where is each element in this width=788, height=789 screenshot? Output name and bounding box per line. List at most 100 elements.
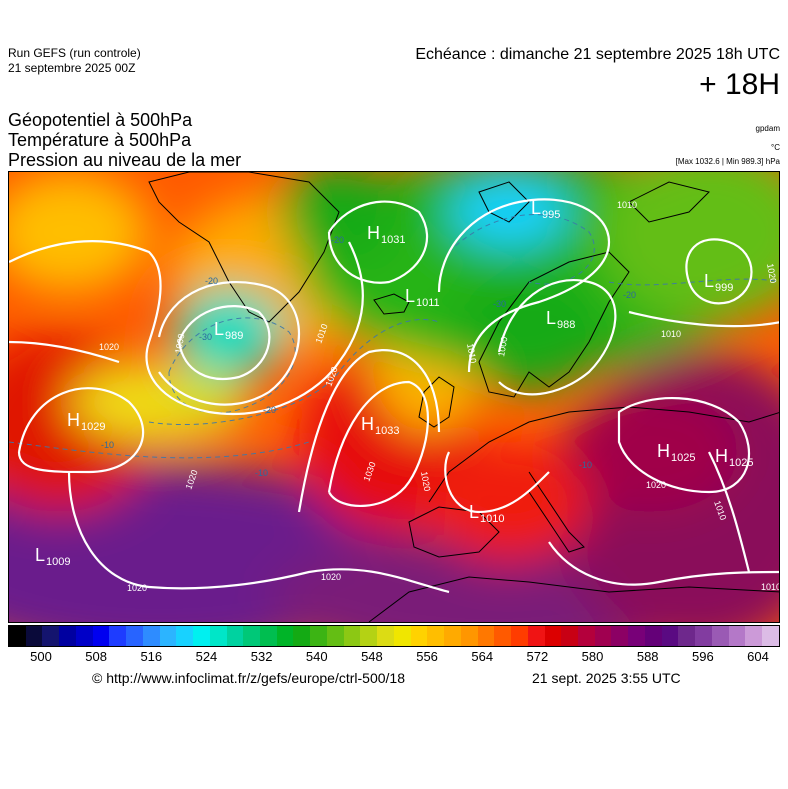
run-label: Run GEFS (run controle) (8, 46, 141, 60)
colorbar-swatch (343, 626, 361, 646)
colorbar-swatch (293, 626, 311, 646)
colorbar-swatch (577, 626, 595, 646)
colorbar-tick-label: 508 (85, 649, 107, 664)
colorbar-swatch (460, 626, 478, 646)
colorbar-tick-label: 564 (471, 649, 494, 664)
svg-text:1000: 1000 (173, 333, 186, 354)
svg-text:1025: 1025 (671, 452, 695, 464)
colorbar-swatch (594, 626, 612, 646)
coast-italy (528, 471, 585, 553)
center-l-999: L 999 (704, 271, 733, 294)
coast-africa (368, 576, 779, 622)
colorbar-swatch (42, 626, 60, 646)
svg-text:-10: -10 (101, 440, 114, 450)
colorbar-swatch (193, 626, 210, 646)
center-l-1009: L 1009 (35, 545, 70, 568)
isobar-1 (9, 239, 364, 416)
colorbar-tick-label: 524 (195, 649, 218, 664)
colorbar-swatch (9, 626, 26, 646)
svg-text:1011: 1011 (416, 297, 440, 309)
colorbar-swatch (762, 626, 779, 646)
svg-text:1010: 1010 (661, 329, 681, 339)
temperature-labels: -30 -30 -20 -20 -20 -20 -10 -10 -10 (101, 235, 636, 478)
coast-iceland (373, 293, 410, 315)
svg-text:995: 995 (542, 209, 560, 221)
run-date: 21 septembre 2025 00Z (8, 61, 136, 75)
center-h-1025-b: H 1025 (715, 446, 753, 469)
center-l-1010: L 1010 (469, 502, 504, 525)
colorbar-tick-label: 588 (636, 649, 659, 664)
unit-pressure: [Max 1032.6 | Min 989.3] hPa (675, 157, 780, 166)
colorbar-tick-label: 596 (691, 649, 714, 664)
svg-text:1020: 1020 (127, 583, 147, 593)
coast-novaya-zemlya (628, 181, 710, 223)
colorbar-swatch (310, 626, 327, 646)
colorbar-tick-labels: 500 508 516 524 532 540 548 556 564 572 580 588 596 6… (8, 649, 780, 665)
svg-text:1010: 1010 (480, 513, 504, 525)
valid-time-label: Echéance : dimanche 21 septembre 2025 18… (415, 46, 780, 63)
isobar-labels: 1020 1000 1010 1020 1010 1000 1010 1010 … (99, 200, 779, 593)
svg-text:1029: 1029 (81, 421, 105, 433)
svg-text:L: L (704, 271, 714, 291)
svg-text:H: H (67, 410, 80, 430)
colorbar-swatch (444, 626, 461, 646)
colorbar-tick-label: 540 (305, 649, 328, 664)
svg-text:1020: 1020 (321, 572, 341, 582)
colorbar-swatch (393, 626, 411, 646)
colorbar-swatch (159, 626, 177, 646)
colorbar-swatch (611, 626, 629, 646)
svg-text:-30: -30 (199, 332, 212, 342)
svg-text:H: H (361, 414, 374, 434)
colorbar-swatch (427, 626, 445, 646)
center-h-1031: H 1031 (367, 223, 405, 246)
svg-text:H: H (657, 441, 670, 461)
colorbar-tick-label: 604 (747, 649, 769, 664)
coast-british-isles (418, 376, 455, 428)
colorbar-tick-label: 580 (581, 649, 604, 664)
colorbar-swatch (109, 626, 127, 646)
center-h-1033: H 1033 (361, 414, 399, 437)
geopotential-colorbar (8, 625, 780, 647)
colorbar-swatch (628, 626, 645, 646)
center-l-995: L 995 (531, 198, 560, 221)
copyright-link[interactable]: © http://www.infoclimat.fr/z/gefs/europe… (92, 670, 406, 686)
svg-text:1010: 1010 (465, 343, 478, 364)
svg-text:988: 988 (557, 319, 575, 331)
svg-text:-20: -20 (263, 405, 276, 415)
svg-text:L: L (405, 286, 415, 306)
lead-time: + 18H (699, 68, 780, 101)
param-geopotential: Géopotentiel à 500hPa (8, 110, 193, 130)
colorbar-swatch (678, 626, 696, 646)
colorbar-tick-label: 556 (416, 649, 438, 664)
colorbar-swatch (326, 626, 344, 646)
unit-temperature: °C (771, 143, 780, 152)
colorbar-swatch (711, 626, 729, 646)
center-h-1029: H 1029 (67, 410, 105, 433)
colorbar-swatch (745, 626, 763, 646)
colorbar-swatch (410, 626, 428, 646)
colorbar-swatch (644, 626, 662, 646)
svg-text:L: L (531, 198, 541, 218)
field-iceland-low (174, 287, 284, 377)
center-l-1011: L 1011 (405, 286, 440, 309)
param-temperature: Température à 500hPa (8, 130, 192, 150)
svg-text:1033: 1033 (375, 425, 399, 437)
colorbar-swatch (561, 626, 578, 646)
svg-text:-20: -20 (331, 235, 344, 245)
colorbar-swatch (243, 626, 261, 646)
svg-text:989: 989 (225, 330, 243, 342)
svg-text:1009: 1009 (46, 556, 70, 568)
coast-svalbard (478, 181, 530, 223)
colorbar-tick-label: 572 (526, 649, 549, 664)
update-time: 21 sept. 2025 3:55 UTC (532, 670, 681, 686)
colorbar-swatch (126, 626, 143, 646)
colorbar-swatch (209, 626, 227, 646)
svg-text:1020: 1020 (646, 480, 666, 490)
coast-iberia (408, 506, 500, 558)
colorbar-tick-label: 548 (361, 649, 383, 664)
svg-text:-20: -20 (623, 290, 636, 300)
svg-text:1000: 1000 (496, 336, 509, 357)
colorbar-swatch (661, 626, 679, 646)
